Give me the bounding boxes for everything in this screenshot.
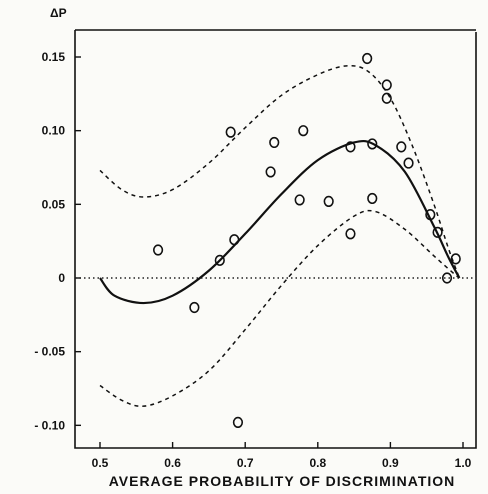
- data-point: [432, 226, 443, 238]
- y-tick-label: 0.15: [42, 50, 66, 64]
- data-point: [367, 138, 378, 150]
- data-point: [298, 125, 309, 137]
- data-point: [381, 92, 392, 104]
- fitted-curve: [99, 139, 461, 305]
- x-tick-label: 0.7: [237, 456, 254, 470]
- data-point: [345, 228, 356, 240]
- x-axis-label: AVERAGE PROBABILITY OF DISCRIMINATION: [109, 473, 456, 489]
- y-tick-label: - 0.05: [34, 345, 65, 359]
- data-point: [214, 254, 225, 266]
- data-point: [403, 157, 414, 169]
- data-point: [152, 244, 164, 256]
- data-point: [367, 192, 378, 205]
- lower-confidence-curve: [99, 209, 460, 408]
- x-tick-label: 0.9: [382, 456, 399, 470]
- y-tick-label: 0.05: [42, 197, 66, 211]
- x-tick-label: 1.0: [455, 456, 472, 470]
- y-tick-label: - 0.10: [34, 418, 65, 432]
- y-axis-ticks: 0.15 0.10 0.05 0 - 0.05 - 0.10: [34, 50, 81, 432]
- data-point: [189, 301, 200, 314]
- y-tick-label: 0.10: [42, 124, 66, 138]
- x-tick-label: 0.6: [164, 456, 181, 470]
- y-tick-label: 0: [58, 271, 65, 285]
- data-point: [232, 416, 244, 428]
- y-axis-label: ΔP: [50, 6, 67, 20]
- points-layer: [152, 52, 461, 428]
- data-point: [269, 136, 280, 149]
- data-point: [323, 195, 334, 207]
- data-point: [441, 272, 453, 284]
- data-point: [362, 52, 373, 65]
- axis-frame: [74, 29, 477, 449]
- data-point: [381, 79, 392, 91]
- data-point: [396, 141, 407, 153]
- data-point: [425, 209, 436, 221]
- data-point: [294, 194, 305, 206]
- x-tick-label: 0.8: [309, 456, 326, 470]
- x-tick-label: 0.5: [92, 456, 109, 470]
- series-layer: [99, 64, 461, 408]
- data-point: [450, 253, 461, 265]
- data-point: [225, 126, 236, 138]
- data-point: [229, 234, 240, 246]
- data-point: [265, 166, 276, 178]
- x-axis-ticks: 0.5 0.6 0.7 0.8 0.9 1.0: [92, 442, 472, 470]
- data-point: [345, 141, 356, 153]
